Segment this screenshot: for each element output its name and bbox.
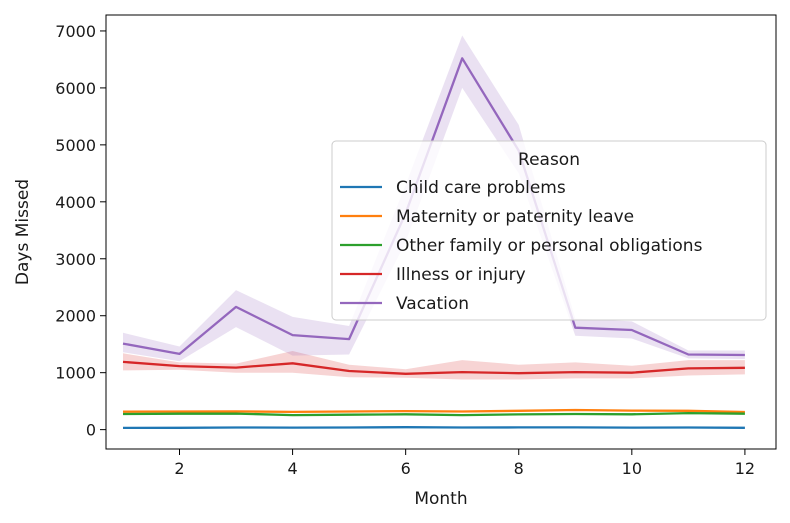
series-line-3 [122, 360, 745, 375]
legend-label-1: Maternity or paternity leave [396, 207, 634, 227]
plot-frame [105, 14, 777, 450]
y-axis-ticks: 0 1000 2000 3000 4000 5000 6000 7000 [55, 22, 106, 440]
y-axis-label: Days Missed [13, 179, 33, 285]
legend-title: Reason [518, 150, 580, 170]
series-line-4 [122, 57, 745, 357]
series-lines [122, 57, 745, 430]
y-tick-label: 4000 [55, 193, 96, 212]
x-tick-label: 12 [735, 459, 755, 478]
y-tick-label: 7000 [55, 22, 96, 41]
legend-label-0: Child care problems [396, 178, 566, 198]
x-tick-label: 4 [287, 459, 297, 478]
x-tick-label: 2 [174, 459, 184, 478]
y-tick-label: 5000 [55, 136, 96, 155]
y-tick-label: 1000 [55, 364, 96, 383]
y-tick-label: 2000 [55, 307, 96, 326]
legend-box [331, 140, 767, 321]
x-tick-label: 6 [401, 459, 411, 478]
x-tick-label: 8 [514, 459, 524, 478]
series-line-0 [122, 426, 745, 430]
x-tick-label: 10 [622, 459, 642, 478]
legend-items: Child care problems Maternity or paternit… [340, 178, 703, 314]
series-line-2 [122, 411, 745, 417]
legend: Reason Child care problems Maternity or p… [331, 140, 767, 321]
legend-label-2: Other family or personal obligations [396, 236, 703, 256]
series-line-1 [122, 408, 745, 414]
legend-label-3: Illness or injury [396, 265, 526, 285]
x-axis-ticks: 2 4 6 8 10 12 [174, 449, 755, 478]
y-tick-label: 3000 [55, 250, 96, 269]
y-tick-label: 0 [86, 421, 96, 440]
y-tick-label: 6000 [55, 79, 96, 98]
legend-label-4: Vacation [396, 294, 469, 314]
x-axis-label: Month [414, 489, 467, 509]
